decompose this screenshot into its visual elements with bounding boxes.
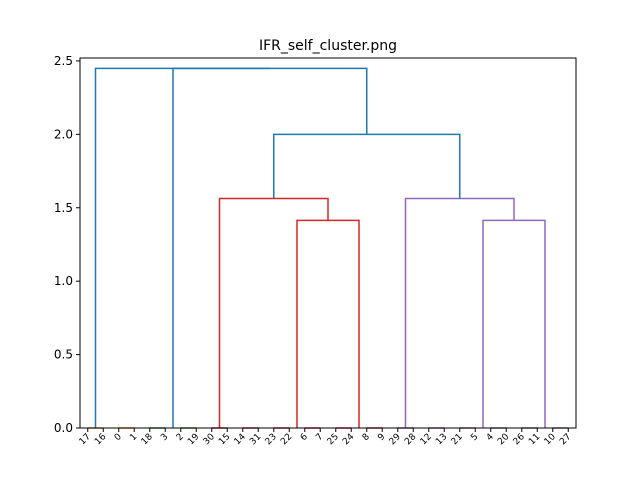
y-axis: 0.0 0.5 1.0 1.5 2.0 2.5: [54, 54, 80, 435]
x-tick-label: 22: [279, 432, 294, 447]
x-tick-label: 20: [496, 432, 511, 447]
x-tick-label: 6: [299, 432, 310, 443]
x-tick-label: 28: [403, 432, 418, 447]
x-axis: 17 16 0 1 18 3 2 19 30 15 14 31 23 22 6 7 25 24 8 9 29 28 12 13…: [78, 428, 573, 447]
x-tick-label: 27: [558, 432, 573, 447]
dendrogram-link: [218, 197, 329, 428]
y-tick-label: 1.5: [54, 201, 73, 215]
x-tick-label: 7: [314, 432, 325, 443]
x-tick-label: 30: [202, 432, 217, 447]
dendrogram-link: [273, 133, 461, 199]
x-tick-label: 31: [248, 432, 263, 447]
x-tick-label: 17: [78, 432, 93, 447]
y-tick-label: 2.5: [54, 54, 73, 68]
x-tick-label: 24: [341, 432, 356, 447]
x-tick-label: 1: [128, 432, 139, 443]
x-tick-label: 25: [326, 432, 341, 447]
x-tick-label: 26: [512, 432, 527, 447]
x-tick-label: 19: [186, 432, 201, 447]
x-tick-label: 23: [264, 432, 279, 447]
dendrogram-link: [482, 219, 546, 428]
y-tick-label: 2.0: [54, 127, 73, 141]
x-tick-label: 2: [175, 432, 186, 443]
x-tick-label: 8: [361, 432, 372, 443]
x-tick-label: 16: [93, 432, 108, 447]
x-tick-label: 10: [543, 432, 558, 447]
x-tick-label: 15: [217, 432, 232, 447]
x-tick-label: 0: [113, 432, 124, 443]
plot-frame: [79, 57, 577, 429]
x-tick-label: 18: [140, 432, 155, 447]
y-tick-label: 1.0: [54, 274, 73, 288]
dendrogram-link: [94, 67, 270, 428]
dendrogram-link: [296, 219, 360, 428]
dendrogram-link: [172, 67, 368, 428]
y-tick-label: 0.5: [54, 348, 73, 362]
x-tick-label: 12: [419, 432, 434, 447]
x-tick-label: 4: [485, 432, 496, 443]
x-tick-label: 21: [450, 432, 465, 447]
y-tick-label: 0.0: [54, 421, 73, 435]
x-tick-label: 13: [434, 432, 449, 447]
x-tick-label: 29: [388, 432, 403, 447]
dendrogram-link: [404, 197, 515, 428]
x-tick-label: 9: [376, 432, 387, 443]
dendrogram-links: [87, 67, 569, 429]
x-tick-label: 5: [469, 432, 480, 443]
x-tick-label: 14: [233, 432, 248, 447]
x-tick-label: 3: [159, 432, 170, 443]
x-tick-label: 11: [527, 432, 542, 447]
chart-title: IFR_self_cluster.png: [259, 38, 397, 54]
